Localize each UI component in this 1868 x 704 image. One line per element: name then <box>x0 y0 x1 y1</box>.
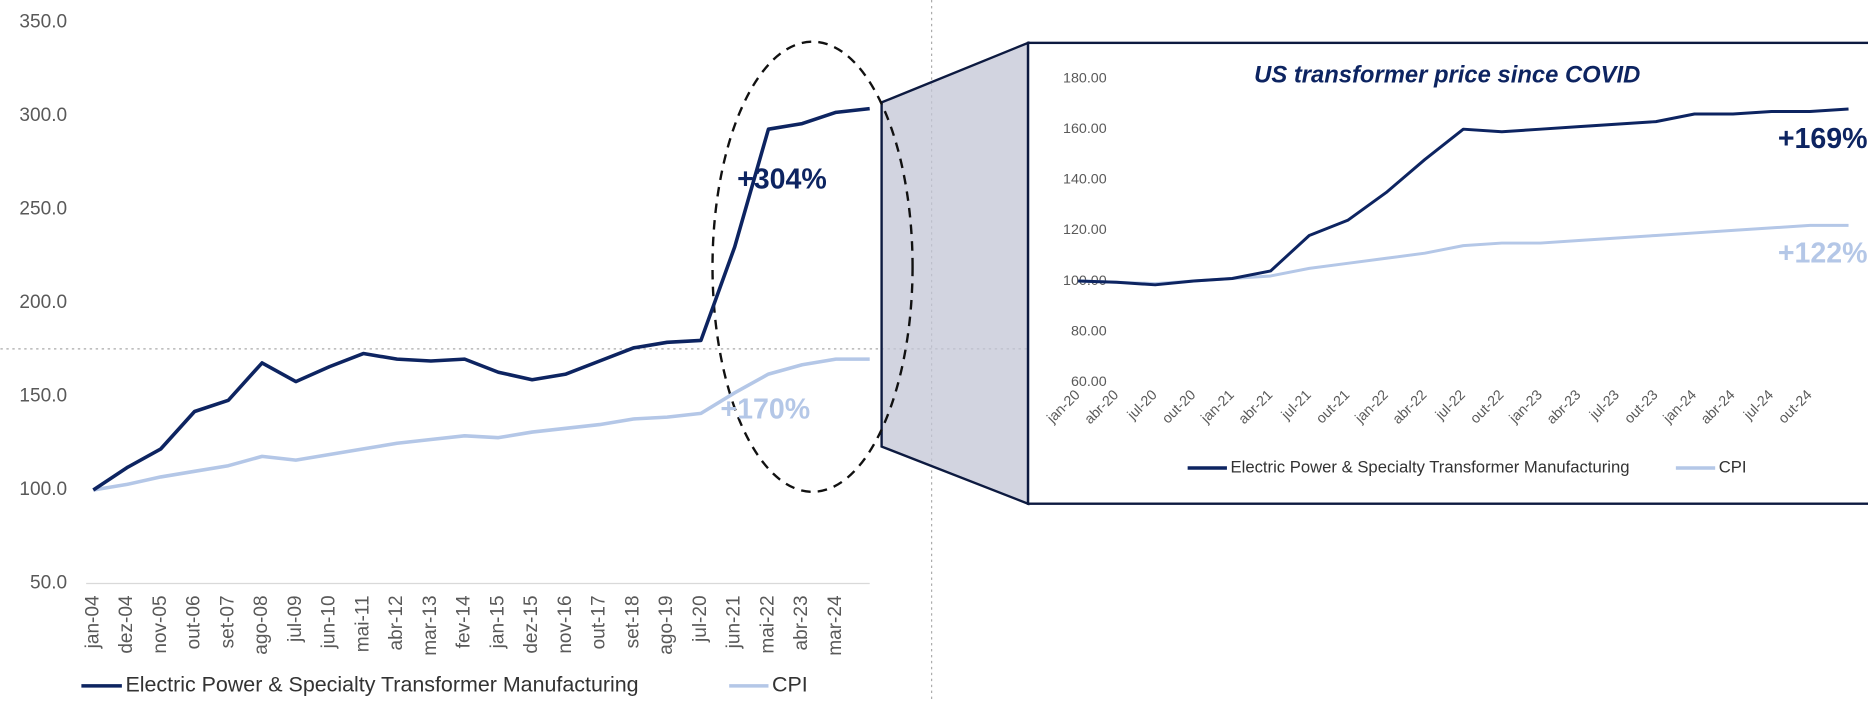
y-tick-label: 180.00 <box>1063 70 1107 86</box>
y-tick-label: 250.0 <box>19 199 67 220</box>
x-tick-label: out-06 <box>184 595 205 649</box>
annotation: +122% <box>1778 237 1868 269</box>
x-tick-label: abr-23 <box>791 595 812 650</box>
x-tick-label: jun-21 <box>724 595 745 649</box>
y-tick-label: 60.00 <box>1071 374 1107 390</box>
x-tick-label: ago-19 <box>656 595 677 654</box>
x-tick-label: mai-22 <box>757 595 778 653</box>
x-tick-label: mai-11 <box>352 595 373 652</box>
x-tick-label: jun-10 <box>319 595 340 649</box>
zoom-connector <box>880 41 1030 506</box>
x-tick-label: ago-08 <box>251 595 272 654</box>
inset-frame <box>1026 41 1868 505</box>
y-tick-label: 150.0 <box>19 386 67 407</box>
x-tick-label: jul-09 <box>285 595 306 643</box>
x-tick-label: abr-12 <box>386 595 407 650</box>
legend-label: CPI <box>772 673 808 697</box>
annotation: +170% <box>720 393 810 425</box>
annotation: +304% <box>737 164 827 196</box>
series-line <box>92 106 870 492</box>
x-tick-label: dez-04 <box>116 595 137 654</box>
x-tick-label: set-07 <box>217 595 238 648</box>
x-tick-label: jul-20 <box>690 595 711 643</box>
y-tick-label: 350.0 <box>19 12 67 33</box>
annotation: +169% <box>1778 123 1868 155</box>
legend-label: Electric Power & Specialty Transformer M… <box>125 673 638 697</box>
series-line <box>1078 107 1849 287</box>
x-tick-label: jan-04 <box>82 595 103 649</box>
x-tick-label: mar-24 <box>825 595 846 656</box>
series-line <box>93 357 870 492</box>
x-tick-label: dez-15 <box>521 595 542 653</box>
y-tick-label: 80.00 <box>1071 323 1107 339</box>
highlight-ellipse <box>711 40 914 493</box>
y-tick-label: 50.0 <box>30 573 67 594</box>
y-tick-label: 160.00 <box>1063 121 1107 137</box>
y-tick-label: 120.00 <box>1063 222 1107 238</box>
legend-label: Electric Power & Specialty Transformer M… <box>1231 457 1630 476</box>
y-tick-label: 300.0 <box>19 105 67 126</box>
x-tick-label: out-17 <box>589 595 610 649</box>
x-tick-label: jan-15 <box>487 595 508 649</box>
y-tick-label: 140.00 <box>1063 172 1107 188</box>
x-tick-label: set-18 <box>622 595 643 648</box>
y-tick-label: 100.0 <box>19 479 67 500</box>
y-tick-label: 200.0 <box>19 292 67 313</box>
x-tick-label: nov-05 <box>150 595 171 653</box>
x-tick-label: mar-13 <box>420 595 441 655</box>
x-tick-label: fev-14 <box>454 595 475 648</box>
x-tick-label: nov-16 <box>555 595 576 653</box>
chart-title: US transformer price since COVID <box>1254 62 1640 89</box>
legend-label: CPI <box>1719 457 1747 476</box>
